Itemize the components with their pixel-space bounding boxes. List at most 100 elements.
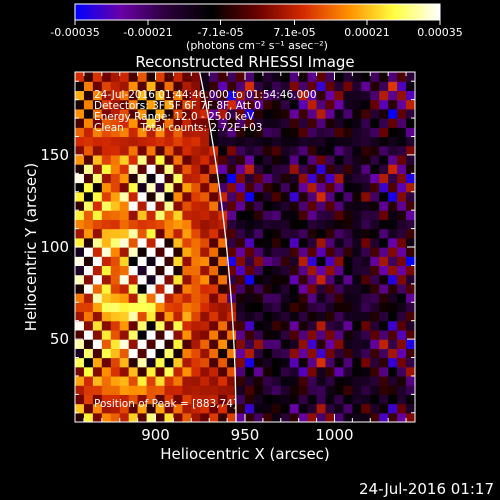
heatmap-cell: [370, 293, 380, 303]
heatmap-cell: [146, 302, 157, 313]
heatmap-cell: [209, 136, 219, 147]
heatmap-cell: [75, 274, 85, 285]
heatmap-cell: [298, 311, 309, 322]
heatmap-cell: [101, 90, 112, 101]
heatmap-cell: [280, 182, 291, 193]
heatmap-cell: [280, 154, 291, 165]
heatmap-cell: [406, 265, 415, 276]
heatmap-cell: [236, 118, 246, 128]
heatmap-cell: [200, 145, 210, 156]
heatmap-cell: [75, 228, 85, 239]
heatmap-cell: [361, 265, 371, 276]
heatmap-cell: [334, 412, 345, 422]
heatmap-cell: [307, 283, 318, 294]
heatmap-cell: [182, 375, 192, 386]
heatmap-cell: [253, 72, 264, 82]
heatmap-cell: [164, 81, 175, 92]
heatmap-cell: [182, 108, 192, 119]
heatmap-cell: [325, 293, 336, 303]
heatmap-cell: [307, 90, 318, 101]
heatmap-cell: [164, 265, 175, 276]
heatmap-cell: [352, 283, 362, 294]
heatmap-cell: [110, 182, 121, 193]
heatmap-cell: [101, 274, 112, 285]
heatmap-cell: [253, 219, 264, 230]
heatmap-cell: [137, 182, 148, 193]
heatmap-cell: [236, 108, 246, 119]
heatmap-cell: [119, 375, 130, 386]
heatmap-cell: [75, 293, 85, 303]
heatmap-cell: [200, 385, 210, 395]
heatmap-cell: [209, 200, 219, 211]
heatmap-cell: [137, 127, 148, 138]
heatmap-cell: [397, 283, 407, 294]
heatmap-cell: [262, 320, 273, 331]
colorbar-tick-label: 7.1e-05: [273, 26, 315, 39]
heatmap-cell: [119, 320, 130, 331]
heatmap-cell: [83, 348, 94, 359]
heatmap-cell: [280, 394, 291, 405]
heatmap-cell: [75, 200, 85, 211]
footer-date: 24-Jul-2016 01:17: [359, 480, 494, 498]
heatmap-cell: [75, 210, 85, 220]
heatmap-cell: [289, 302, 300, 313]
heatmap-cell: [218, 136, 228, 147]
heatmap-cell: [155, 283, 166, 294]
heatmap-cell: [298, 302, 309, 313]
heatmap-cell: [352, 108, 362, 119]
heatmap-cell: [397, 182, 407, 193]
heatmap-cell: [280, 219, 291, 230]
heatmap-cell: [236, 320, 246, 331]
heatmap-cell: [316, 403, 327, 414]
heatmap-cell: [110, 81, 121, 92]
heatmap-cell: [325, 191, 336, 202]
heatmap-cell: [236, 329, 246, 340]
heatmap-cell: [316, 237, 327, 248]
heatmap-cell: [92, 329, 103, 340]
heatmap-cell: [191, 108, 201, 119]
heatmap-cell: [209, 366, 219, 377]
heatmap-cell: [182, 274, 192, 285]
heatmap-cell: [191, 210, 201, 220]
heatmap-cell: [155, 164, 166, 174]
heatmap-cell: [280, 127, 291, 138]
heatmap-cell: [164, 320, 175, 331]
heatmap-cell: [325, 182, 336, 193]
heatmap-cell: [92, 237, 103, 248]
heatmap-cell: [182, 99, 192, 110]
heatmap-cell: [173, 99, 183, 110]
heatmap-cell: [164, 173, 175, 184]
heatmap-cell: [370, 154, 380, 165]
heatmap-cell: [101, 283, 112, 294]
heatmap-cell: [245, 118, 255, 128]
heatmap-cell: [200, 357, 210, 368]
heatmap-cell: [182, 81, 192, 92]
heatmap-cell: [388, 348, 398, 359]
heatmap-cell: [236, 164, 246, 174]
heatmap-cell: [218, 366, 228, 377]
heatmap-cell: [182, 403, 192, 414]
heatmap-cell: [388, 274, 398, 285]
heatmap-cell: [83, 293, 94, 303]
heatmap-cell: [236, 385, 246, 395]
heatmap-cell: [137, 237, 148, 248]
heatmap-cell: [110, 200, 121, 211]
heatmap-cell: [253, 99, 264, 110]
heatmap-cell: [155, 237, 166, 248]
heatmap-cell: [406, 385, 415, 395]
heatmap-cell: [262, 118, 273, 128]
heatmap-cell: [191, 375, 201, 386]
heatmap-cell: [137, 118, 148, 128]
heatmap-cell: [200, 375, 210, 386]
heatmap-cell: [236, 182, 246, 193]
heatmap-cell: [253, 127, 264, 138]
heatmap-cell: [83, 127, 94, 138]
heatmap-cell: [173, 366, 183, 377]
heatmap-cell: [388, 219, 398, 230]
heatmap-cell: [92, 274, 103, 285]
heatmap-cell: [191, 256, 201, 267]
heatmap-cell: [352, 145, 362, 156]
heatmap-cell: [119, 274, 130, 285]
heatmap-cell: [119, 81, 130, 92]
heatmap-cell: [191, 247, 201, 257]
